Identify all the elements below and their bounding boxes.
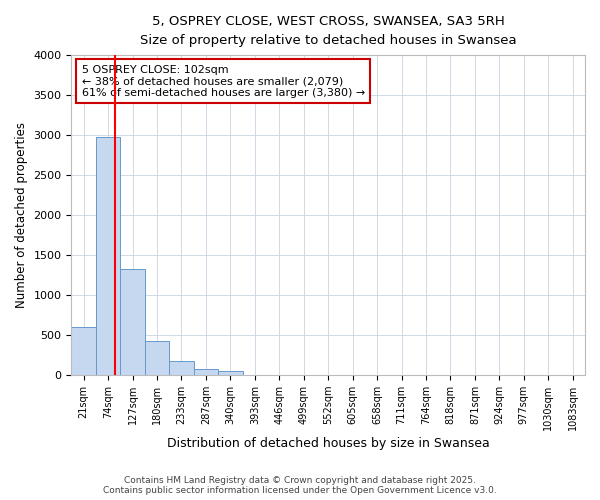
Bar (71, 327, 96, 375)
Title: 5, OSPREY CLOSE, WEST CROSS, SWANSEA, SA3 5RH
Size of property relative to detac: 5, OSPREY CLOSE, WEST CROSS, SWANSEA, SA… (140, 15, 517, 47)
Bar (96, 136, 121, 375)
Bar (145, 342, 169, 375)
Y-axis label: Number of detached properties: Number of detached properties (15, 122, 28, 308)
Bar (169, 362, 194, 375)
Bar (121, 268, 145, 375)
Text: Contains HM Land Registry data © Crown copyright and database right 2025.
Contai: Contains HM Land Registry data © Crown c… (103, 476, 497, 495)
X-axis label: Distribution of detached houses by size in Swansea: Distribution of detached houses by size … (167, 437, 490, 450)
Bar (218, 371, 242, 375)
Text: 5 OSPREY CLOSE: 102sqm
← 38% of detached houses are smaller (2,079)
61% of semi-: 5 OSPREY CLOSE: 102sqm ← 38% of detached… (82, 64, 365, 98)
Bar (194, 368, 218, 375)
